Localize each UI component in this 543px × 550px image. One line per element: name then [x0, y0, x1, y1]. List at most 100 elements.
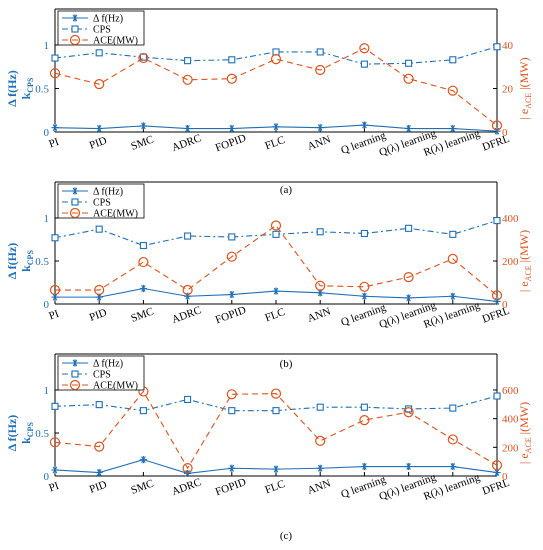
data-point-square — [95, 49, 103, 57]
data-point-star — [272, 287, 280, 295]
left-tick-label: 1 — [44, 40, 50, 52]
legend-label: Δ f(Hz) — [93, 359, 123, 370]
x-tick-label: FOPID — [214, 304, 248, 326]
data-point-star — [360, 462, 368, 471]
right-tick-label: 200 — [502, 256, 519, 268]
data-point-square — [95, 401, 103, 409]
data-point-circle — [315, 64, 326, 76]
data-point-star — [184, 124, 192, 133]
data-point-circle — [182, 463, 193, 474]
data-point-circle — [491, 120, 503, 131]
x-tick-label: SMC — [129, 134, 155, 153]
x-tick-label: FOPID — [214, 476, 248, 498]
data-point-square — [272, 407, 280, 415]
x-tick-label: FOPID — [214, 132, 248, 154]
right-tick-label: 0 — [502, 299, 508, 311]
x-tick-label: SMC — [129, 306, 155, 325]
data-point-star — [316, 464, 324, 472]
data-point-square — [493, 217, 501, 225]
data-point-star — [405, 124, 413, 133]
data-point-square — [228, 56, 236, 64]
data-point-square — [449, 404, 457, 412]
data-point-square — [184, 57, 192, 65]
data-point-square — [493, 43, 501, 51]
data-point-star — [316, 124, 324, 132]
x-tick-label: DFRL — [481, 133, 512, 154]
legend-marker-star — [71, 187, 79, 195]
data-point-star — [360, 121, 368, 129]
data-point-circle — [315, 280, 326, 291]
data-point-square — [228, 407, 236, 415]
data-point-circle — [403, 73, 414, 84]
data-point-star — [95, 468, 103, 477]
x-tick-label: ADRC — [170, 304, 203, 326]
data-point-square — [139, 241, 147, 250]
data-point-circle — [94, 284, 105, 296]
data-point-circle — [447, 434, 458, 445]
legend-label: ACE(MW) — [93, 36, 138, 47]
left-axis-subtitle: kCPS — [19, 250, 35, 272]
right-tick-label: 0 — [502, 127, 508, 139]
data-point-circle — [270, 388, 282, 399]
left-tick-label: 0 — [44, 471, 50, 483]
data-point-square — [316, 403, 324, 411]
right-tick-label: 20 — [502, 84, 514, 96]
data-point-circle — [226, 73, 237, 84]
data-point-star — [184, 469, 192, 478]
data-point-circle — [491, 460, 503, 471]
x-tick-label: PID — [88, 306, 109, 323]
data-point-square — [493, 392, 501, 400]
data-point-square — [51, 234, 59, 242]
legend-marker-circle — [69, 379, 81, 391]
x-tick-label: SMC — [129, 478, 155, 497]
x-tick-label: ANN — [306, 477, 333, 496]
data-point-circle — [270, 220, 282, 231]
legend-label: Δ f(Hz) — [93, 187, 123, 198]
data-point-star — [228, 124, 236, 133]
data-point-circle — [315, 435, 326, 446]
legend-marker-square — [71, 370, 79, 378]
left-axis-subtitle: kCPS — [19, 77, 35, 99]
data-point-star — [449, 462, 457, 471]
x-tick-label: PID — [88, 478, 109, 495]
left-tick-label: 1 — [44, 213, 50, 225]
legend-label: ACE(MW) — [93, 381, 138, 392]
series-line-circle — [54, 390, 498, 470]
x-tick-label: ANN — [306, 133, 333, 152]
data-point-square — [139, 407, 147, 415]
data-point-square — [449, 230, 457, 238]
data-point-square — [360, 403, 368, 411]
data-point-circle — [49, 68, 61, 79]
data-point-square — [316, 228, 324, 236]
data-point-circle — [138, 256, 149, 268]
right-axis-title: | eACE |(MW) — [517, 230, 533, 292]
data-point-circle — [359, 281, 370, 292]
left-tick-label: 1 — [44, 385, 50, 397]
data-point-star — [272, 465, 280, 473]
data-point-circle — [359, 43, 370, 54]
data-point-star — [139, 122, 147, 130]
data-point-star — [51, 466, 59, 474]
x-tick-label: ADRC — [170, 476, 203, 498]
data-point-square — [405, 59, 413, 67]
right-tick-label: 40 — [502, 40, 514, 52]
data-point-star — [405, 294, 413, 302]
data-point-star — [449, 292, 457, 300]
data-point-square — [95, 225, 103, 233]
data-point-square — [449, 56, 457, 64]
data-point-circle — [270, 54, 282, 65]
data-point-circle — [94, 441, 105, 452]
data-point-circle — [447, 85, 458, 96]
data-point-circle — [491, 290, 503, 301]
x-tick-label: PI — [47, 308, 61, 323]
legend-marker-star — [71, 359, 79, 367]
x-tick-label: ADRC — [170, 132, 203, 154]
x-tick-label: ANN — [306, 305, 333, 324]
data-point-star — [493, 127, 501, 135]
left-axis-subtitle: kCPS — [19, 422, 35, 444]
data-point-circle — [138, 52, 149, 64]
left-tick-label: 0.5 — [35, 256, 49, 268]
data-point-circle — [182, 74, 193, 85]
